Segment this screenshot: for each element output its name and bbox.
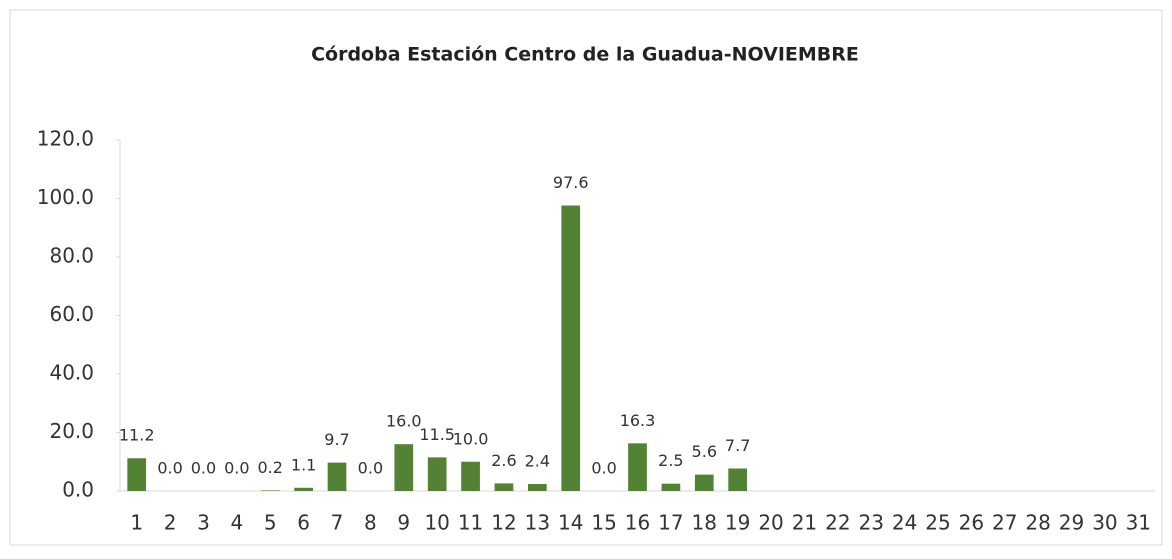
x-tick-label: 12 [491,511,516,535]
x-tick-label: 31 [1126,511,1151,535]
value-label: 2.5 [658,451,683,470]
value-label: 11.5 [419,425,455,444]
x-tick-label: 9 [397,511,410,535]
x-tick-label: 19 [725,511,750,535]
x-tick-label: 15 [591,511,616,535]
x-tick-label: 25 [925,511,950,535]
value-label: 0.0 [191,459,216,478]
bar [327,462,347,491]
bar [461,461,480,491]
y-tick-label: 100.0 [37,185,94,209]
y-tick-label: 80.0 [49,244,94,268]
y-tick-label: 20.0 [49,419,94,443]
x-tick-label: 21 [792,511,817,535]
bar [661,483,681,491]
value-label: 0.0 [358,459,383,478]
value-label: 0.0 [157,459,182,478]
x-tick-label: 11 [458,511,483,535]
chart-border [9,9,1163,546]
value-label: 2.6 [491,451,516,470]
bar [527,483,547,491]
value-label: 16.0 [386,412,422,431]
y-tick-label: 120.0 [37,127,94,151]
x-tick-label: 22 [825,511,850,535]
bar [561,205,581,491]
value-label: 9.7 [324,430,349,449]
x-tick-label: 6 [297,511,310,535]
value-label: 16.3 [620,411,656,430]
x-tick-label: 4 [230,511,243,535]
x-tick-label: 3 [197,511,210,535]
x-tick-label: 20 [758,511,783,535]
x-tick-label: 27 [992,511,1017,535]
x-tick-label: 8 [364,511,377,535]
bar [294,487,313,491]
bar [694,474,714,491]
bar [628,443,647,491]
bar [127,458,147,491]
x-tick-label: 13 [525,511,550,535]
bar [394,444,414,491]
x-tick-label: 16 [625,511,650,535]
value-label: 97.6 [553,173,589,192]
x-tick-label: 23 [858,511,883,535]
value-label: 0.0 [591,459,616,478]
value-label: 7.7 [725,436,750,455]
y-tick-label: 40.0 [49,361,94,385]
chart-title: Córdoba Estación Centro de la Guadua-NOV… [311,44,859,66]
x-tick-label: 2 [164,511,177,535]
bar [427,457,447,491]
x-tick-label: 28 [1025,511,1050,535]
value-label: 11.2 [119,426,155,445]
x-tick-label: 24 [892,511,917,535]
value-label: 2.4 [525,451,550,470]
value-label: 0.2 [258,458,283,477]
x-tick-label: 17 [658,511,683,535]
value-label: 1.1 [291,455,316,474]
value-label: 0.0 [224,459,249,478]
x-tick-label: 29 [1059,511,1084,535]
value-label: 10.0 [453,429,489,448]
value-label: 5.6 [692,442,717,461]
x-tick-label: 5 [264,511,277,535]
x-tick-label: 26 [959,511,984,535]
x-tick-label: 14 [558,511,583,535]
y-tick-label: 60.0 [49,302,94,326]
bar [728,468,748,491]
bar [494,483,514,491]
x-tick-label: 7 [331,511,344,535]
bar [260,490,280,491]
x-tick-label: 30 [1092,511,1117,535]
y-tick-label: 0.0 [62,478,94,502]
x-tick-label: 1 [130,511,143,535]
x-tick-label: 10 [424,511,449,535]
x-tick-label: 18 [692,511,717,535]
